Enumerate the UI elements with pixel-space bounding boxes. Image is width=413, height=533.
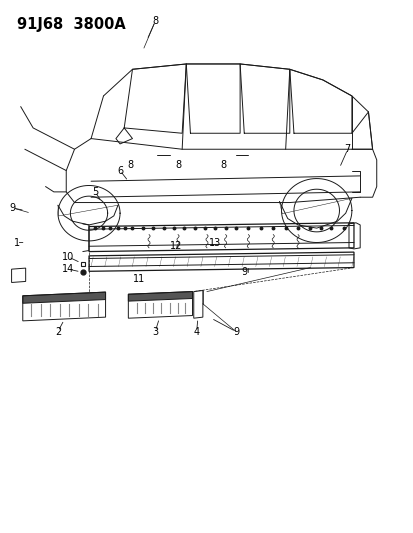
Text: 7: 7	[344, 144, 350, 154]
Text: 12: 12	[169, 241, 182, 251]
Text: 10: 10	[62, 252, 74, 262]
Text: 2: 2	[55, 327, 61, 336]
Polygon shape	[23, 292, 105, 303]
Text: 4: 4	[193, 327, 199, 336]
Text: 8: 8	[220, 160, 226, 170]
Text: 9: 9	[9, 203, 15, 213]
Polygon shape	[128, 292, 192, 301]
Text: 8: 8	[128, 160, 133, 170]
Text: 13: 13	[209, 238, 221, 247]
Text: 14: 14	[62, 264, 74, 274]
Text: 1: 1	[14, 238, 19, 247]
Text: 5: 5	[92, 187, 98, 197]
Text: 91J68  3800A: 91J68 3800A	[17, 17, 125, 32]
Text: 6: 6	[117, 166, 123, 175]
Text: 9: 9	[241, 267, 247, 277]
Text: 8: 8	[175, 160, 180, 170]
Text: 3: 3	[152, 327, 158, 336]
Text: 8: 8	[152, 17, 158, 26]
Text: 9: 9	[233, 327, 238, 336]
Text: 11: 11	[132, 274, 145, 284]
